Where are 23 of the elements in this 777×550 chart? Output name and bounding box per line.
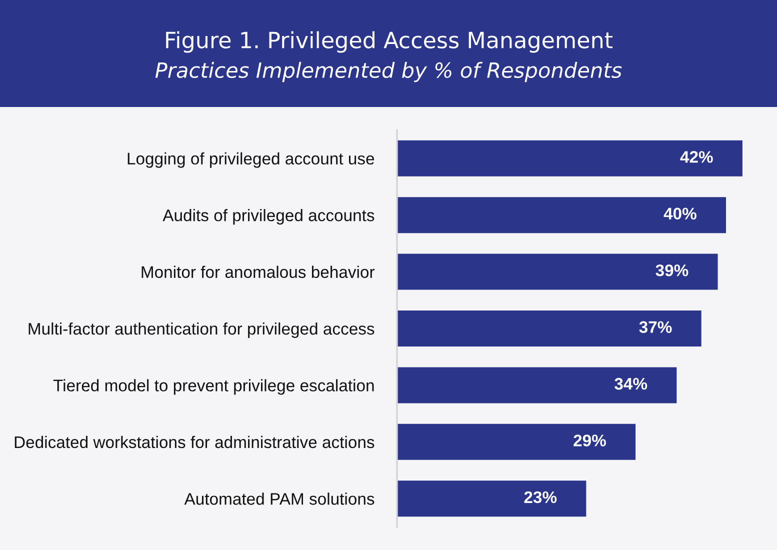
- bar: [397, 140, 742, 176]
- y-tick-label: Automated PAM solutions: [184, 492, 374, 505]
- data-label: 39%: [656, 264, 688, 276]
- y-tick-label: Audits of privileged accounts: [162, 209, 374, 225]
- bar: [397, 480, 586, 517]
- y-tick-label: Dedicated workstations for administrative actions: [14, 436, 374, 448]
- data-label: 23%: [524, 491, 557, 504]
- bar: [397, 310, 702, 347]
- bar: [397, 367, 677, 404]
- chart-title: Figure 1. Privileged Access Management: [166, 31, 613, 53]
- data-label: 40%: [664, 208, 696, 220]
- y-tick-label: Monitor for anomalous behavior: [142, 266, 375, 278]
- data-label: 42%: [680, 151, 713, 163]
- data-label: 29%: [574, 434, 606, 446]
- data-label: 34%: [614, 378, 648, 390]
- chart-subtitle: Practices Implemented by % of Respondents: [155, 62, 622, 82]
- y-tick-label: Tiered model to prevent privilege escalation: [53, 379, 374, 395]
- bar: [397, 424, 636, 460]
- data-label: 37%: [639, 321, 672, 333]
- bar: [397, 197, 726, 234]
- bar: [397, 254, 718, 290]
- y-tick-label: Multi-factor authentication for privileged access: [28, 322, 374, 338]
- y-tick-label: Logging of privileged account use: [128, 152, 374, 168]
